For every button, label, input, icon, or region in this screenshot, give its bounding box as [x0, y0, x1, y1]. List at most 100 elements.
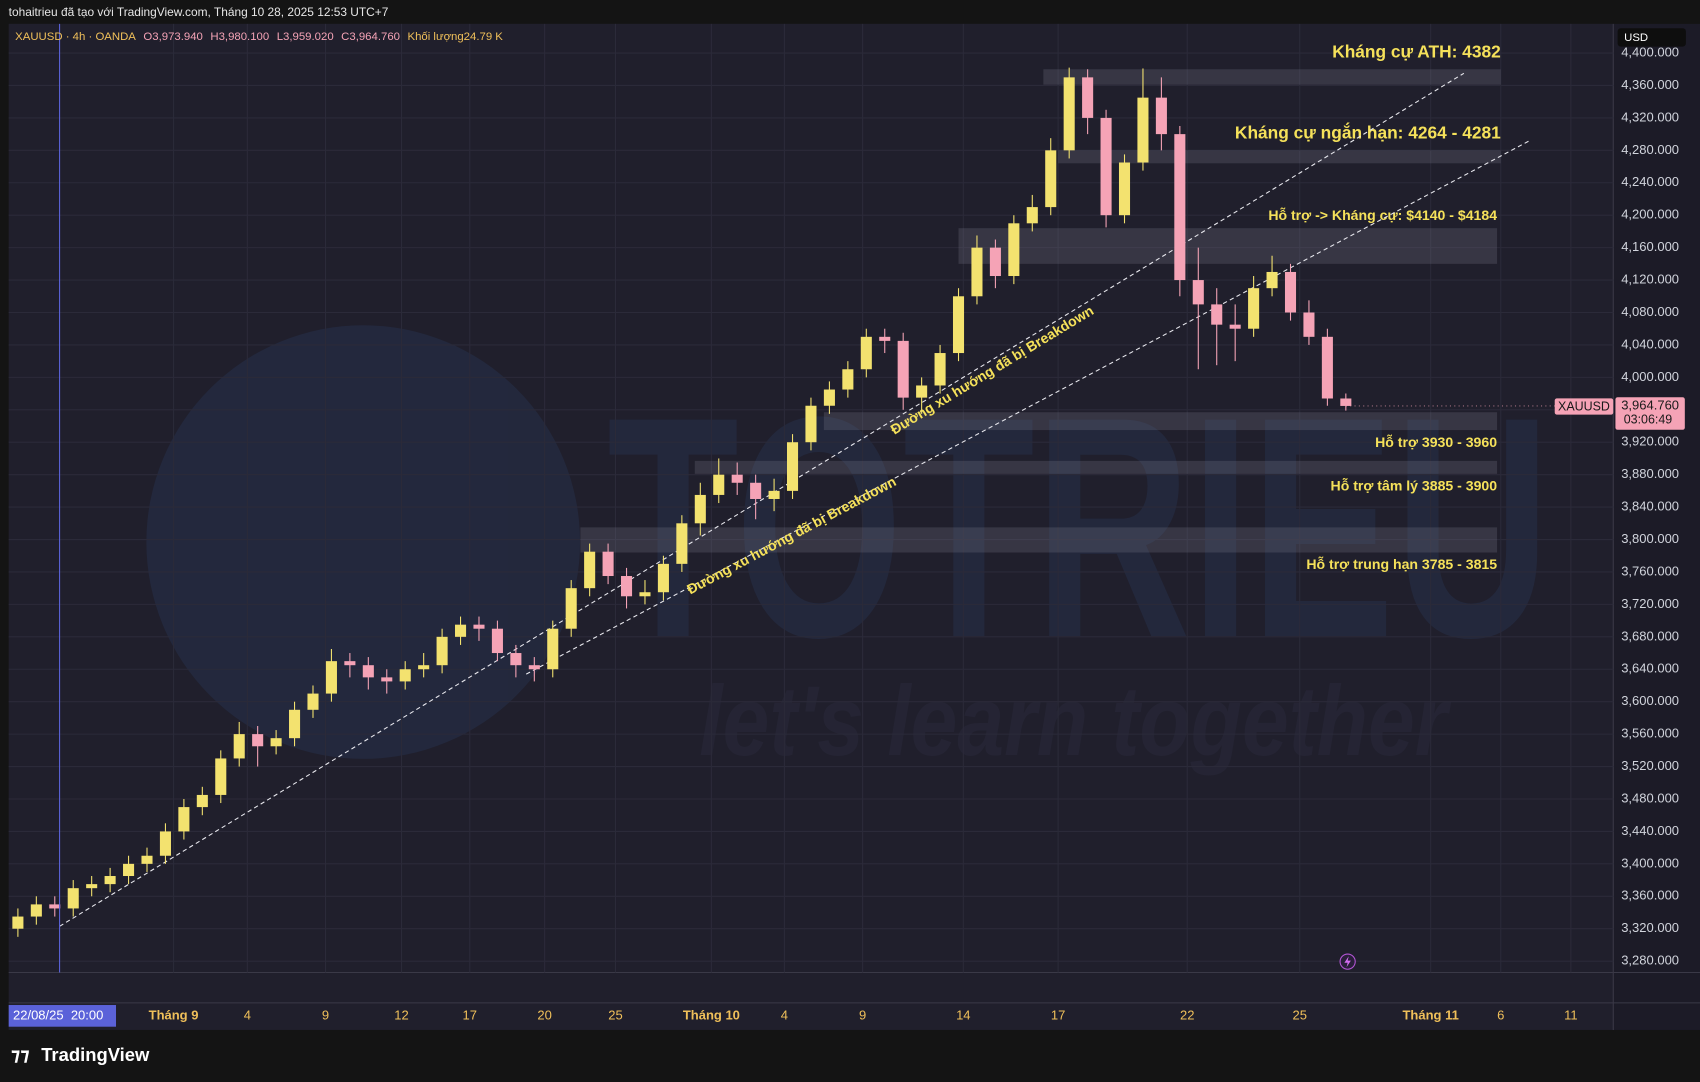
- zone: [823, 412, 1498, 431]
- candle-body: [823, 389, 835, 406]
- symbol-legend: XAUUSD · 4h · OANDA O3,973.940 H3,980.10…: [15, 31, 503, 43]
- candle-body: [750, 482, 762, 499]
- y-tick-label: 4,240.000: [1621, 174, 1679, 189]
- watermark-logo: [146, 325, 581, 759]
- candles: [12, 67, 1352, 937]
- currency-box[interactable]: [1617, 28, 1686, 47]
- x-tick-label: Tháng 10: [683, 1007, 740, 1022]
- candle-body: [399, 669, 411, 682]
- watermark-slogan: let's learn together: [699, 666, 1451, 777]
- candle-body: [159, 831, 171, 856]
- zone-label: Hỗ trợ trung hạn 3785 - 3815: [1306, 556, 1497, 572]
- candle-body: [123, 863, 135, 877]
- y-tick-label: 3,400.000: [1621, 855, 1679, 870]
- x-tick-label: 25: [1292, 1007, 1306, 1022]
- zones: Kháng cự ATH: 4382 Kháng cự ngắn hạn: 426…: [580, 42, 1501, 572]
- candle-body: [639, 592, 651, 597]
- x-tick-label: 12: [394, 1007, 408, 1022]
- candle-body: [584, 551, 596, 589]
- candle-body: [786, 442, 799, 491]
- y-tick-label: 4,360.000: [1621, 77, 1679, 92]
- y-tick-label: 3,840.000: [1621, 499, 1679, 514]
- candle-body: [713, 474, 725, 495]
- candle-body: [565, 588, 577, 629]
- y-tick-label: 4,080.000: [1621, 304, 1679, 319]
- symbol-label: XAUUSD: [1558, 399, 1610, 413]
- candle-body: [233, 734, 245, 759]
- x-tick-label: 25: [608, 1007, 622, 1022]
- candle-body: [473, 624, 485, 629]
- symbol-box: [1554, 398, 1614, 415]
- y-tick-label: 3,600.000: [1621, 693, 1679, 708]
- candle-body: [252, 734, 264, 747]
- ohlc-low: L3,959.020: [277, 31, 334, 43]
- candle-body: [897, 340, 909, 398]
- symbol: XAUUSD · 4h · OANDA: [15, 31, 136, 43]
- alert-bolt: [1344, 956, 1351, 968]
- candle-body: [1192, 280, 1204, 305]
- candle-body: [731, 474, 743, 483]
- brand[interactable]: TradingView: [41, 1044, 150, 1065]
- candle-body: [694, 494, 706, 524]
- candle-body: [1155, 97, 1167, 135]
- zone-label: Hỗ trợ tâm lý 3885 - 3900: [1331, 478, 1498, 494]
- y-tick-label: 4,400.000: [1621, 44, 1679, 59]
- zone-label: Kháng cự ngắn hạn: 4264 - 4281: [1235, 123, 1501, 143]
- y-tick-label: 3,280.000: [1621, 953, 1679, 968]
- x-tick-label: 17: [463, 1007, 477, 1022]
- candle-body: [436, 636, 448, 666]
- y-tick-label: 3,360.000: [1621, 888, 1679, 903]
- price-axis-background: [1613, 23, 1700, 1030]
- candle-body: [1026, 207, 1038, 224]
- candle-body: [768, 490, 780, 499]
- x-tick-label: 4: [244, 1007, 251, 1022]
- y-tick-label: 4,200.000: [1621, 207, 1679, 222]
- x-tick-label: Tháng 9: [149, 1007, 199, 1022]
- y-tick-label: 3,520.000: [1621, 758, 1679, 773]
- volume: Khối lượng24.79 K: [408, 31, 504, 43]
- credit: tohaitrieu đã tạo với TradingView.com, T…: [9, 5, 389, 19]
- candle-body: [1008, 223, 1020, 277]
- candle-body: [1248, 288, 1260, 329]
- ohlc-open: O3,973.940: [143, 31, 202, 43]
- candle-body: [1211, 304, 1223, 325]
- y-tick-label: 3,320.000: [1621, 920, 1679, 935]
- ohlc-close: C3,964.760: [341, 31, 400, 43]
- zone: [1058, 150, 1501, 164]
- candle-body: [418, 665, 430, 670]
- crosshair-box: [8, 1005, 117, 1027]
- last-price-box: [1615, 397, 1685, 430]
- zone: [958, 228, 1498, 264]
- candle-body: [491, 628, 503, 654]
- brand-mark: ⁊⁊: [11, 1044, 30, 1065]
- y-tick-label: 4,280.000: [1621, 142, 1679, 157]
- candle-body: [1137, 97, 1149, 163]
- y-tick-label: 3,920.000: [1621, 434, 1679, 449]
- x-tick-label: 9: [859, 1007, 866, 1022]
- y-tick-label: 3,760.000: [1621, 563, 1679, 578]
- candle-body: [1229, 324, 1241, 329]
- candle-body: [879, 336, 891, 341]
- currency[interactable]: USD: [1624, 32, 1648, 44]
- x-tick-label: 6: [1497, 1007, 1504, 1022]
- candle-body: [381, 677, 393, 682]
- y-tick-label: 4,120.000: [1621, 272, 1679, 287]
- candle-body: [325, 661, 337, 694]
- y-tick-label: 3,560.000: [1621, 726, 1679, 741]
- candle-body: [989, 247, 1001, 277]
- y-tick-label: 4,160.000: [1621, 239, 1679, 254]
- x-tick-label: 9: [322, 1007, 329, 1022]
- candle-body: [657, 563, 669, 593]
- crosshair-label: 22/08/25 20:00: [13, 1007, 103, 1022]
- grid: [8, 23, 1614, 973]
- candle-body: [289, 709, 301, 739]
- zone-label: Hỗ trợ -> Kháng cự: $4140 - $4184: [1268, 207, 1497, 223]
- candle-body: [934, 353, 946, 386]
- candle-body: [104, 876, 116, 885]
- countdown-label: 03:06:49: [1624, 412, 1673, 426]
- x-tick-label: 14: [956, 1007, 970, 1022]
- y-tick-label: 3,720.000: [1621, 596, 1679, 611]
- candle-body: [196, 794, 208, 808]
- candle-body: [1082, 77, 1094, 118]
